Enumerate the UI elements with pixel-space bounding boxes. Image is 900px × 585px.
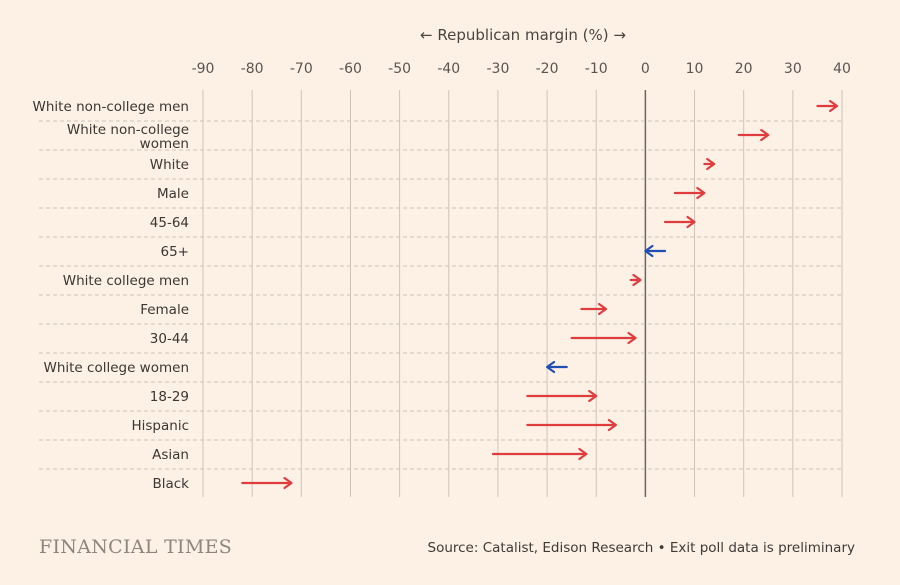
category-rows: White non-college men White non-college wo… <box>33 99 190 492</box>
arrow-head <box>696 186 706 200</box>
x-axis-ticks: -90 -80 -70 -60 -50 -40 -30 -20 -10 0 10 20 30 40 <box>192 61 851 77</box>
x-tick-label: 0 <box>641 61 650 77</box>
category-label: White college men <box>63 273 189 289</box>
arrow-white-non-college-women <box>737 128 770 142</box>
category-label: Asian <box>152 447 189 463</box>
arrows <box>241 99 839 490</box>
x-tick-label: 20 <box>735 61 753 77</box>
x-tick-label: -90 <box>192 61 215 77</box>
category-label: Female <box>140 302 189 318</box>
ft-logo: FINANCIAL TIMES <box>39 536 233 558</box>
category-label: Black <box>152 476 189 492</box>
arrow-head <box>686 215 696 229</box>
arrow-white-college-women <box>545 360 568 374</box>
arrow-head <box>283 476 293 490</box>
x-tick-label: -40 <box>437 61 460 77</box>
category-label: 18-29 <box>150 389 189 405</box>
x-tick-label: 40 <box>833 61 851 77</box>
arrow-65- <box>644 244 667 258</box>
arrow-white <box>703 157 716 171</box>
arrow-head <box>760 128 770 142</box>
arrow-45-64 <box>663 215 696 229</box>
arrow-head <box>706 157 716 171</box>
category-label: White <box>150 157 189 173</box>
x-tick-label: -10 <box>585 61 608 77</box>
category-label: White non-college men <box>33 99 189 115</box>
arrow-18-29 <box>526 389 598 403</box>
arrow-head <box>607 418 617 432</box>
x-tick-label: -30 <box>486 61 509 77</box>
arrow-male <box>673 186 706 200</box>
x-tick-label: -20 <box>536 61 559 77</box>
arrow-head <box>588 389 598 403</box>
arrow-head <box>644 244 654 258</box>
x-tick-label: -80 <box>241 61 264 77</box>
category-label: Hispanic <box>131 418 189 434</box>
category-label: 30-44 <box>150 331 189 347</box>
category-label: White non-college women <box>67 122 189 152</box>
x-tick-label: -60 <box>339 61 362 77</box>
category-label: 65+ <box>161 244 190 260</box>
arrow-white-college-men <box>629 273 642 287</box>
source-note: Source: Catalist, Edison Research • Exit… <box>427 540 856 556</box>
arrow-head <box>545 360 556 374</box>
arrow-head <box>627 331 637 345</box>
arrow-head <box>597 302 608 316</box>
arrow-30-44 <box>570 331 637 345</box>
category-label: 45-64 <box>150 215 189 231</box>
x-tick-label: -70 <box>290 61 313 77</box>
arrow-head <box>578 447 588 461</box>
x-tick-label: 10 <box>686 61 704 77</box>
axis-title: ← Republican margin (%) → <box>420 26 626 44</box>
arrow-white-non-college-men <box>816 99 839 113</box>
arrow-hispanic <box>526 418 617 432</box>
arrow-female <box>580 302 608 316</box>
x-tick-label: -50 <box>388 61 411 77</box>
grid <box>39 90 843 497</box>
x-tick-label: 30 <box>784 61 802 77</box>
arrow-head <box>632 273 642 287</box>
arrow-head <box>828 99 839 113</box>
category-label: Male <box>157 186 189 202</box>
arrow-black <box>241 476 293 490</box>
arrow-asian <box>491 447 588 461</box>
category-label: White college women <box>43 360 189 376</box>
